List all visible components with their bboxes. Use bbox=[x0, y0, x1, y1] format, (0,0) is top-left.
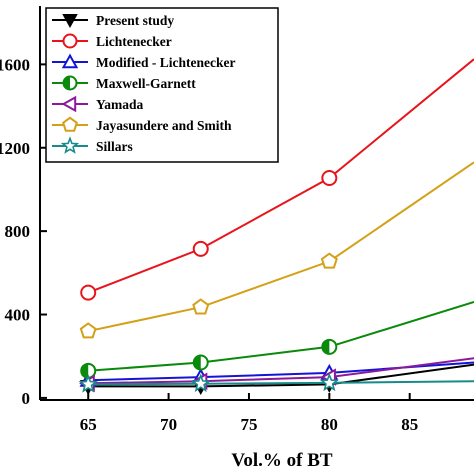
series-line-present-study bbox=[88, 363, 474, 388]
y-tick-label: 1200 bbox=[0, 139, 30, 158]
legend-item-present-study: Present study bbox=[52, 13, 174, 29]
data-point-maxwell-garnett bbox=[192, 354, 209, 371]
legend-item-jayasundere-and-smith: Jayasundere and Smith bbox=[52, 116, 232, 133]
data-point-maxwell-garnett bbox=[321, 338, 338, 355]
legend-label: Yamada bbox=[96, 97, 144, 112]
legend-item-maxwell-garnett: Maxwell-Garnett bbox=[52, 75, 196, 91]
legend-items: Present study Lichtenecker Modified - Lich… bbox=[52, 13, 235, 154]
legend-marker bbox=[62, 116, 78, 132]
legend-item-sillars: Sillars bbox=[52, 136, 133, 154]
legend-marker bbox=[61, 95, 77, 113]
legend-marker bbox=[62, 14, 78, 29]
legend-marker bbox=[62, 33, 78, 49]
data-point-jayasundere-and-smith bbox=[79, 322, 97, 339]
data-point-jayasundere-and-smith bbox=[192, 298, 210, 315]
data-point-jayasundere-and-smith bbox=[320, 252, 338, 269]
series-sillars bbox=[78, 372, 474, 393]
legend-box bbox=[45, 7, 279, 163]
x-axis-title: Vol.% of BT bbox=[231, 450, 333, 471]
gridless-plot-frame bbox=[39, 6, 474, 401]
legend-label: Lichtenecker bbox=[96, 34, 172, 49]
legend-label: Present study bbox=[96, 13, 174, 28]
y-ticks: 0 400 800 1200 1600 bbox=[0, 55, 47, 408]
data-point-lichtenecker bbox=[192, 240, 209, 257]
legend-item-yamada: Yamada bbox=[52, 95, 144, 113]
x-tick-label: 85 bbox=[401, 415, 418, 434]
data-point-lichtenecker bbox=[80, 284, 97, 301]
y-tick-label: 1600 bbox=[0, 55, 30, 74]
legend-label: Modified - Lichtenecker bbox=[96, 55, 235, 70]
legend-label: Sillars bbox=[96, 139, 133, 154]
legend-item-lichtenecker: Lichtenecker bbox=[52, 33, 172, 49]
series-jayasundere-and-smith bbox=[79, 161, 474, 339]
y-tick-label: 400 bbox=[5, 306, 31, 325]
series-line-jayasundere-and-smith bbox=[87, 161, 474, 333]
data-point-maxwell-garnett bbox=[80, 362, 97, 379]
x-tick-label: 80 bbox=[321, 415, 338, 434]
x-ticks: 65 70 75 80 85 bbox=[80, 393, 418, 434]
series-line-sillars bbox=[88, 380, 474, 386]
data-point-sillars bbox=[191, 373, 211, 393]
series-layer bbox=[78, 58, 474, 395]
legend-marker bbox=[62, 75, 78, 91]
legend-marker bbox=[60, 136, 80, 154]
y-tick-label: 0 bbox=[22, 389, 31, 408]
series-lichtenecker bbox=[80, 58, 474, 301]
x-tick-label: 65 bbox=[80, 415, 97, 434]
data-point-sillars bbox=[319, 372, 340, 392]
y-tick-label: 800 bbox=[5, 222, 31, 241]
legend-item-modified-lichtenecker: Modified - Lichtenecker bbox=[52, 53, 235, 70]
data-point-lichtenecker bbox=[321, 169, 338, 186]
series-line-maxwell-garnett bbox=[88, 301, 474, 372]
x-tick-label: 70 bbox=[160, 415, 177, 434]
legend-label: Maxwell-Garnett bbox=[96, 76, 196, 91]
x-tick-label: 75 bbox=[240, 415, 257, 434]
data-point-sillars bbox=[78, 374, 98, 393]
series-line-lichtenecker bbox=[87, 58, 474, 294]
series-maxwell-garnett bbox=[80, 301, 474, 379]
legend-marker bbox=[61, 53, 79, 69]
legend: Present study Lichtenecker Modified - Lich… bbox=[45, 7, 279, 163]
legend-label: Jayasundere and Smith bbox=[96, 118, 232, 133]
series-line-yamada bbox=[88, 357, 474, 385]
